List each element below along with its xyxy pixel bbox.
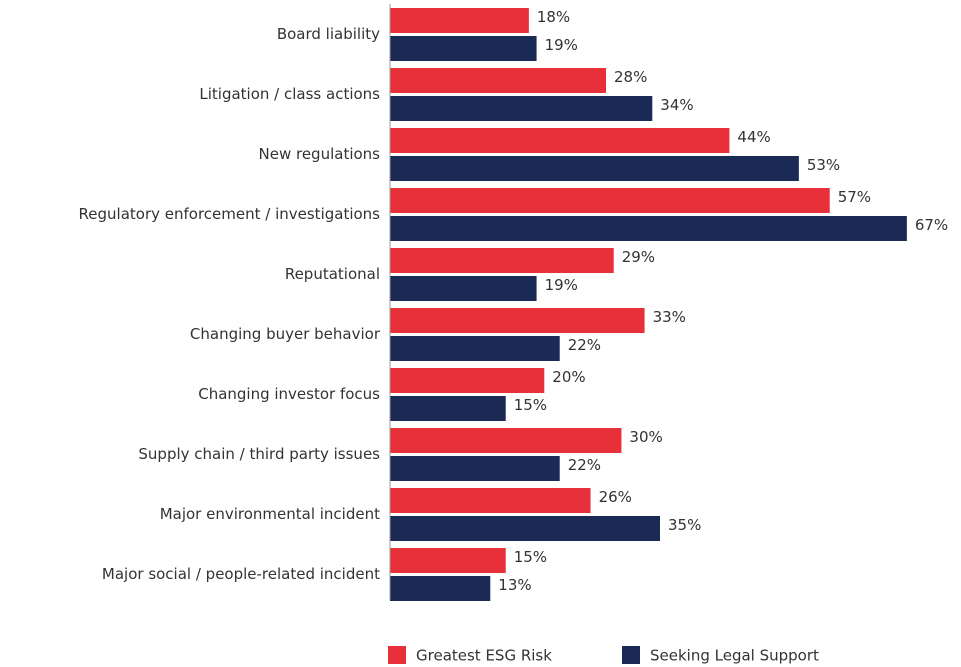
value-label: 33% bbox=[653, 308, 686, 326]
category-label: New regulations bbox=[259, 145, 381, 163]
bar bbox=[390, 216, 907, 241]
bar bbox=[390, 68, 606, 93]
category-label: Major social / people-related incident bbox=[102, 565, 380, 583]
bar bbox=[390, 516, 660, 541]
value-label: 53% bbox=[807, 156, 840, 174]
value-label: 13% bbox=[498, 576, 531, 594]
category-label: Litigation / class actions bbox=[199, 85, 380, 103]
bar bbox=[390, 548, 506, 573]
value-label: 44% bbox=[737, 128, 770, 146]
value-label: 35% bbox=[668, 516, 701, 534]
value-label: 28% bbox=[614, 68, 647, 86]
bar bbox=[390, 336, 560, 361]
bar bbox=[390, 308, 645, 333]
bar bbox=[390, 276, 537, 301]
category-label: Reputational bbox=[285, 265, 380, 283]
bar bbox=[390, 396, 506, 421]
legend-label: Seeking Legal Support bbox=[650, 647, 819, 665]
value-label: 19% bbox=[545, 276, 578, 294]
category-label: Changing buyer behavior bbox=[190, 325, 381, 343]
bar bbox=[390, 368, 545, 393]
value-label: 20% bbox=[552, 368, 585, 386]
legend-swatch bbox=[622, 646, 640, 664]
bar bbox=[390, 156, 799, 181]
category-label: Supply chain / third party issues bbox=[138, 445, 380, 463]
bar bbox=[390, 248, 614, 273]
value-label: 15% bbox=[514, 396, 547, 414]
value-label: 26% bbox=[599, 488, 632, 506]
value-label: 30% bbox=[629, 428, 662, 446]
value-label: 18% bbox=[537, 8, 570, 26]
bar bbox=[390, 576, 491, 601]
value-label: 57% bbox=[838, 188, 871, 206]
value-label: 22% bbox=[568, 456, 601, 474]
category-label: Changing investor focus bbox=[198, 385, 380, 403]
bar bbox=[390, 188, 830, 213]
bar bbox=[390, 428, 622, 453]
category-label: Major environmental incident bbox=[160, 505, 380, 523]
value-label: 67% bbox=[915, 216, 948, 234]
legend-label: Greatest ESG Risk bbox=[416, 647, 552, 665]
value-label: 34% bbox=[660, 96, 693, 114]
bar bbox=[390, 128, 730, 153]
bar bbox=[390, 488, 591, 513]
value-label: 22% bbox=[568, 336, 601, 354]
value-label: 15% bbox=[514, 548, 547, 566]
bar bbox=[390, 8, 529, 33]
legend-swatch bbox=[388, 646, 406, 664]
category-label: Regulatory enforcement / investigations bbox=[79, 205, 381, 223]
value-label: 29% bbox=[622, 248, 655, 266]
bar bbox=[390, 96, 653, 121]
value-label: 19% bbox=[545, 36, 578, 54]
category-label: Board liability bbox=[277, 25, 380, 43]
bar bbox=[390, 36, 537, 61]
bar bbox=[390, 456, 560, 481]
